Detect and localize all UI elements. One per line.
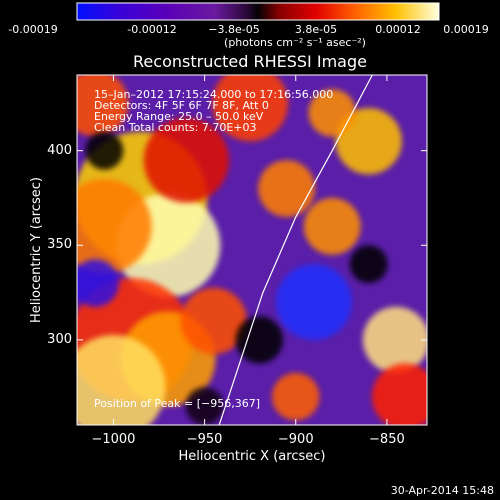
colorbar-units: (photons cm⁻² s⁻¹ asec⁻²) bbox=[224, 36, 366, 49]
heatmap-blob bbox=[77, 335, 166, 425]
annotation-energy: Energy Range: 25.0 – 50.0 keV bbox=[94, 110, 264, 123]
footer-date: 30-Apr-2014 15:48 bbox=[390, 484, 494, 497]
annotation-detectors: Detectors: 4F 5F 6F 7F 8F, Att 0 bbox=[94, 99, 269, 112]
heatmap-blob bbox=[77, 259, 119, 307]
colorbar-tick-label: 0.00019 bbox=[443, 23, 489, 36]
colorbar-tick-label: −3.8e-05 bbox=[208, 23, 260, 36]
colorbar-tick-label: -0.00019 bbox=[8, 23, 58, 36]
annotation-time: 15–Jan–2012 17:15:24.000 to 17:16:56.000 bbox=[94, 88, 334, 101]
x-tick-label: −1000 bbox=[91, 432, 136, 447]
heatmap-blob bbox=[212, 75, 289, 142]
heatmap-blob bbox=[308, 89, 356, 137]
heatmap-blob bbox=[303, 197, 361, 255]
colorbar bbox=[76, 2, 440, 21]
heatmap-field bbox=[77, 75, 427, 425]
solar-limb-curve bbox=[218, 75, 373, 425]
heatmap-blob bbox=[180, 287, 247, 355]
y-tick-label: 300 bbox=[47, 331, 72, 347]
x-tick-label: −950 bbox=[186, 432, 223, 447]
plot-frame bbox=[76, 74, 428, 426]
y-tick-label: 350 bbox=[47, 237, 72, 253]
heatmap-blob bbox=[185, 387, 224, 425]
heatmap-blob bbox=[276, 264, 352, 340]
heatmap-blob bbox=[235, 316, 283, 364]
axis-ticks bbox=[77, 75, 427, 425]
x-axis-label: Heliocentric X (arcsec) bbox=[179, 449, 326, 464]
colorbar-tick-label: 3.8e-05 bbox=[294, 23, 338, 36]
heatmap-blob bbox=[77, 178, 152, 274]
heatmap-blob bbox=[362, 306, 427, 374]
heatmap-blob bbox=[77, 75, 129, 137]
heatmap-blob bbox=[85, 131, 124, 170]
colorbar-gradient bbox=[76, 2, 440, 21]
y-axis-label: Heliocentric Y (arcsec) bbox=[29, 177, 44, 323]
colorbar-tick-label: -0.00012 bbox=[127, 23, 177, 36]
annotation-clean: Clean Total counts: 7.70E+03 bbox=[94, 121, 257, 134]
colorbar-tick-label: 0.00012 bbox=[375, 23, 421, 36]
chart-title: Reconstructed RHESSI Image bbox=[133, 52, 367, 71]
peak-position-label: Position of Peak = [−956,367] bbox=[94, 397, 261, 410]
heatmap-blob bbox=[349, 245, 388, 284]
heatmap-blob bbox=[371, 363, 427, 425]
heatmap-blob bbox=[258, 160, 316, 217]
heatmap-blob bbox=[272, 372, 320, 421]
heatmap-blob bbox=[143, 117, 230, 203]
x-tick-label: −850 bbox=[369, 432, 405, 447]
x-tick-label: −900 bbox=[277, 432, 314, 447]
y-tick-label: 400 bbox=[47, 142, 72, 158]
